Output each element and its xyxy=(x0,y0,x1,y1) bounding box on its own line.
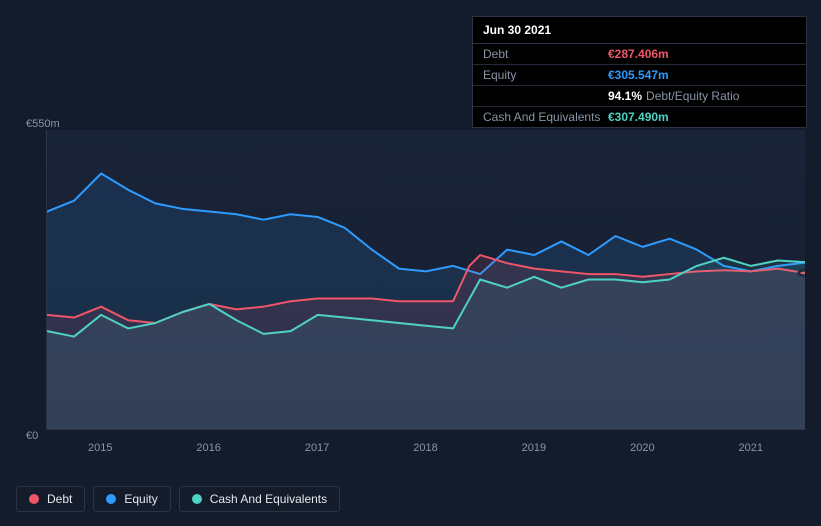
x-tick: 2021 xyxy=(739,442,763,454)
tooltip-value: €287.406m xyxy=(608,47,669,61)
legend-item-equity[interactable]: Equity xyxy=(93,486,170,512)
tooltip-label xyxy=(483,89,608,103)
legend-item-debt[interactable]: Debt xyxy=(16,486,85,512)
x-tick: 2020 xyxy=(630,442,654,454)
tooltip-row: Equity€305.547m xyxy=(473,65,806,86)
tooltip-value: €305.547m xyxy=(608,68,669,82)
chart-container: Jun 30 2021 Debt€287.406mEquity€305.547m… xyxy=(0,0,821,526)
tooltip-date: Jun 30 2021 xyxy=(473,17,806,44)
chart-area: €550m €0 xyxy=(16,120,805,440)
legend-label: Debt xyxy=(47,492,72,506)
legend-item-cash-and-equivalents[interactable]: Cash And Equivalents xyxy=(179,486,340,512)
plot-svg xyxy=(47,130,805,429)
legend-label: Cash And Equivalents xyxy=(210,492,327,506)
y-tick-min: €0 xyxy=(26,430,38,442)
x-tick: 2018 xyxy=(413,442,437,454)
legend-swatch xyxy=(106,494,116,504)
tooltip-label: Debt xyxy=(483,47,608,61)
x-axis: 2015 2016 2017 2018 2019 2020 2021 xyxy=(46,442,805,462)
tooltip-value: 94.1%Debt/Equity Ratio xyxy=(608,89,739,103)
plot-region[interactable] xyxy=(46,130,805,430)
tooltip-label: Equity xyxy=(483,68,608,82)
x-tick: 2017 xyxy=(305,442,329,454)
legend-swatch xyxy=(29,494,39,504)
chart-tooltip: Jun 30 2021 Debt€287.406mEquity€305.547m… xyxy=(472,16,807,128)
y-tick-max: €550m xyxy=(26,118,60,130)
legend-label: Equity xyxy=(124,492,157,506)
tooltip-row: 94.1%Debt/Equity Ratio xyxy=(473,86,806,107)
legend-swatch xyxy=(192,494,202,504)
x-tick: 2015 xyxy=(88,442,112,454)
x-tick: 2016 xyxy=(196,442,220,454)
tooltip-row: Debt€287.406m xyxy=(473,44,806,65)
x-tick: 2019 xyxy=(522,442,546,454)
legend: Debt Equity Cash And Equivalents xyxy=(16,486,340,512)
